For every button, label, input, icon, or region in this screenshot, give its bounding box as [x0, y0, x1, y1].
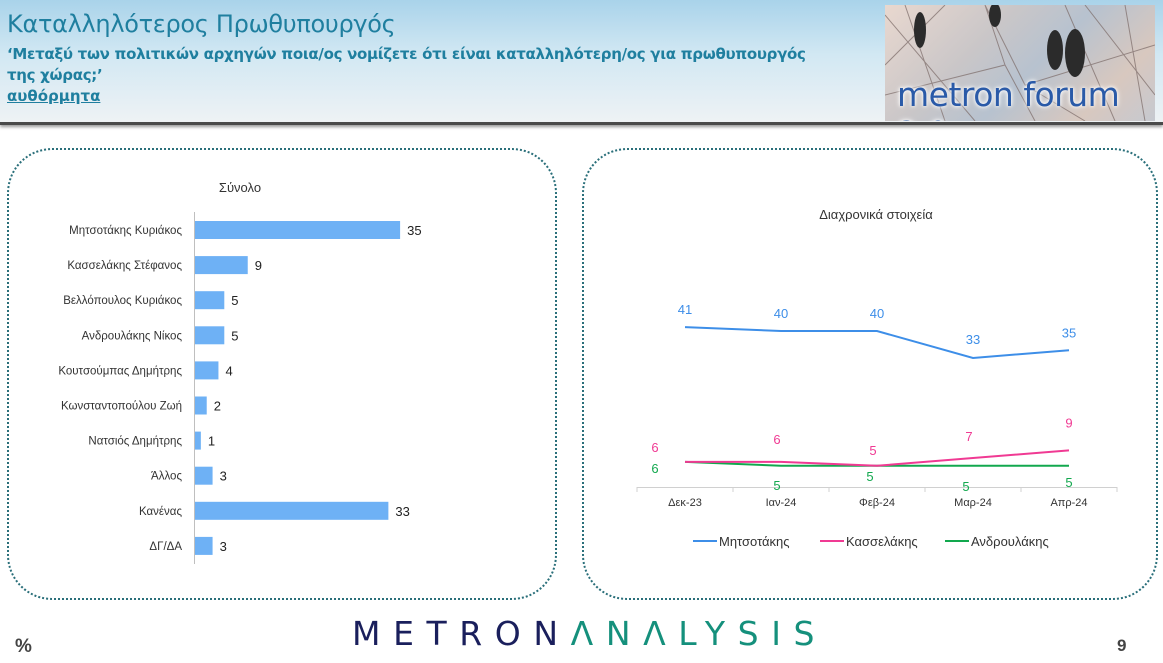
bar: [195, 361, 219, 380]
bar-category-label: Κωνσταντοπούλου Ζωή: [61, 401, 182, 413]
data-label-mitsotakis: 41: [678, 302, 692, 317]
bar-category-label: Βελλόπουλος Κυριάκος: [63, 295, 182, 307]
data-label-mitsotakis: 40: [870, 306, 884, 321]
bar: [195, 466, 213, 485]
bar: [195, 536, 213, 555]
bar-category-label: Ανδρουλάκης Νίκος: [82, 330, 183, 342]
slide-header: Καταλληλότερος Πρωθυπουργός ‘Μεταξύ των …: [0, 0, 1163, 125]
bar-value-label: 33: [395, 504, 409, 519]
metron-forum-image: metron forum 2.0: [885, 5, 1155, 121]
bar-category-label: Άλλος: [151, 471, 182, 483]
slide-title: Καταλληλότερος Πρωθυπουργός: [7, 10, 396, 38]
question-note: αυθόρμητα: [7, 87, 101, 105]
data-label-kasselakis: 9: [1065, 415, 1072, 430]
data-label-mitsotakis: 33: [966, 332, 980, 347]
bar: [195, 326, 225, 345]
line-chart-title: Διαχρονικά στοιχεία: [819, 207, 933, 222]
data-label-androulakis: 5: [1065, 475, 1072, 490]
data-label-kasselakis: 6: [773, 432, 780, 447]
bar-value-label: 3: [220, 469, 227, 484]
data-label-androulakis: 5: [962, 479, 969, 494]
legend-label: Μητσοτάκης: [719, 534, 790, 549]
data-label-mitsotakis: 35: [1062, 325, 1076, 340]
bar: [195, 221, 401, 239]
trend-line-chart: Διαχρονικά στοιχεία Δεκ-23 Ιαν-24 Φεβ-24 Μα…: [636, 207, 1118, 549]
x-tick-label: Δεκ-23: [668, 497, 702, 509]
bar-category-label: Κουτσούμπας Δημήτρης: [58, 365, 182, 377]
data-label-androulakis: 6: [651, 461, 658, 476]
survey-question: ‘Μεταξύ των πολιτικών αρχηγών ποια/ος νο…: [7, 45, 806, 84]
data-label-kasselakis: 7: [965, 429, 972, 444]
bar-value-label: 2: [214, 399, 221, 414]
bar-value-label: 3: [220, 539, 227, 554]
bar: [195, 256, 248, 275]
bar-category-label: Κανένας: [139, 506, 182, 518]
unit-label: %: [15, 636, 32, 657]
bar-category-label: Μητσοτάκης Κυριάκος: [69, 225, 182, 237]
x-tick-label: Φεβ-24: [859, 497, 895, 509]
x-tick-label: Απρ-24: [1050, 497, 1087, 509]
geometric-pattern: [885, 5, 1155, 121]
bar: [195, 501, 389, 520]
bar: [195, 396, 207, 415]
x-tick-label: Μαρ-24: [954, 497, 992, 509]
trend-panel: [582, 148, 1158, 600]
bar-value-label: 5: [231, 328, 238, 343]
bar-chart-title: Σύνολο: [219, 180, 261, 195]
brand-image-text: metron forum 2.0: [897, 75, 1120, 121]
bar-category-label: Νατσιός Δημήτρης: [88, 436, 182, 448]
data-label-kasselakis: 5: [869, 443, 876, 458]
series-line-mitsotakis: [684, 326, 1070, 359]
data-label-kasselakis: 6: [651, 440, 658, 455]
bar-value-label: 4: [225, 363, 232, 378]
data-label-androulakis: 5: [773, 478, 780, 493]
bar: [195, 291, 225, 310]
bar-category-label: Κασσελάκης Στέφανος: [67, 260, 182, 272]
bar-value-label: 35: [407, 223, 421, 238]
data-label-mitsotakis: 40: [774, 306, 788, 321]
metron-analysis-logo: METRONΛNΛLYSIS: [352, 614, 828, 653]
data-label-androulakis: 5: [866, 469, 873, 484]
bar-value-label: 9: [255, 258, 262, 273]
bar-value-label: 5: [231, 293, 238, 308]
bar: [195, 431, 201, 450]
total-panel: [7, 148, 557, 600]
bar-value-label: 1: [208, 434, 215, 449]
legend-label: Ανδρουλάκης: [971, 534, 1049, 549]
x-tick-label: Ιαν-24: [766, 497, 797, 509]
bar-category-label: ΔΓ/ΔΑ: [149, 541, 182, 553]
legend-label: Κασσελάκης: [846, 534, 918, 549]
page-number: 9: [1117, 636, 1127, 655]
series-line-kasselakis: [685, 449, 1070, 467]
